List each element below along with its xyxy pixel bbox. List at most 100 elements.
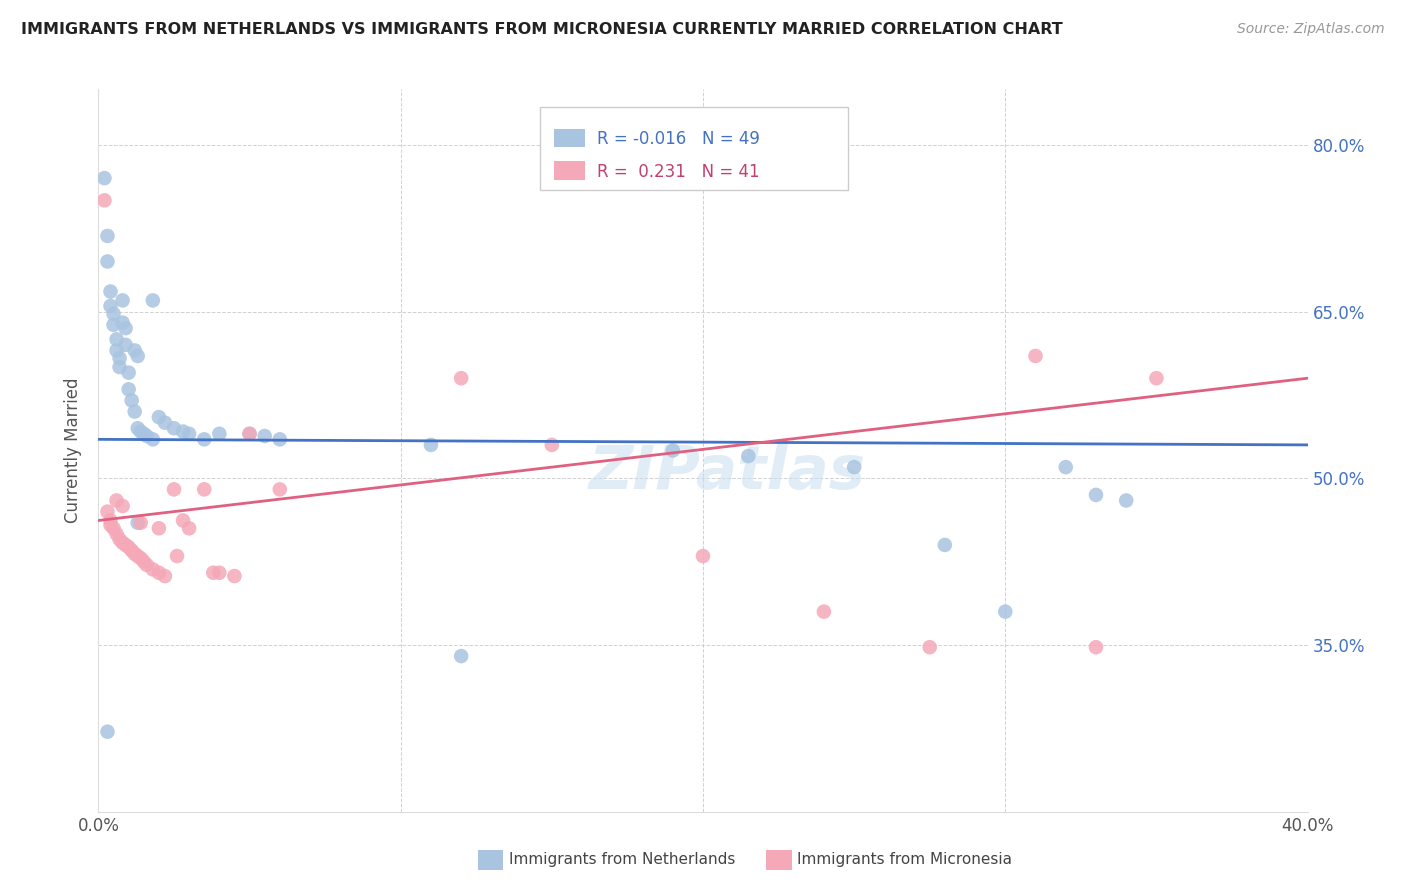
Point <box>1085 640 1108 655</box>
Point <box>105 343 128 358</box>
Point <box>124 343 146 358</box>
Point <box>934 538 956 552</box>
Point <box>121 543 143 558</box>
Point <box>179 426 201 441</box>
Point <box>172 425 194 439</box>
Point <box>224 569 246 583</box>
Point <box>100 285 122 299</box>
Point <box>96 505 118 519</box>
Y-axis label: Currently Married: Currently Married <box>65 377 83 524</box>
Point <box>166 549 188 563</box>
Point <box>127 349 149 363</box>
Point <box>103 318 125 332</box>
Point <box>142 562 165 576</box>
Point <box>118 366 141 380</box>
Point <box>1115 493 1137 508</box>
Text: R =  0.231   N = 41: R = 0.231 N = 41 <box>596 163 759 181</box>
Point <box>269 483 291 497</box>
Point <box>163 483 186 497</box>
Point <box>103 521 125 535</box>
Point <box>114 338 136 352</box>
Point <box>208 566 231 580</box>
Point <box>108 360 131 375</box>
Point <box>96 228 118 243</box>
Point <box>148 410 170 425</box>
Point <box>111 293 134 308</box>
Point <box>127 516 149 530</box>
Point <box>1144 371 1167 385</box>
Point <box>121 393 143 408</box>
Point <box>193 483 215 497</box>
Point <box>100 514 122 528</box>
Point <box>105 493 128 508</box>
FancyBboxPatch shape <box>540 107 848 190</box>
Text: ZIPatlas: ZIPatlas <box>589 442 866 501</box>
Point <box>127 549 149 563</box>
Point <box>142 293 165 308</box>
Point <box>1085 488 1108 502</box>
Point <box>114 321 136 335</box>
Point <box>93 171 115 186</box>
Point <box>1054 460 1077 475</box>
Point <box>111 535 134 549</box>
Point <box>103 307 125 321</box>
Point <box>269 433 291 447</box>
Text: IMMIGRANTS FROM NETHERLANDS VS IMMIGRANTS FROM MICRONESIA CURRENTLY MARRIED CORR: IMMIGRANTS FROM NETHERLANDS VS IMMIGRANT… <box>21 22 1063 37</box>
Point <box>118 382 141 396</box>
Point <box>142 433 165 447</box>
FancyBboxPatch shape <box>554 129 585 147</box>
Point <box>132 426 155 441</box>
Point <box>918 640 941 655</box>
Point <box>127 421 149 435</box>
Point <box>96 254 118 268</box>
Text: Source: ZipAtlas.com: Source: ZipAtlas.com <box>1237 22 1385 37</box>
Point <box>118 540 141 554</box>
Point <box>105 332 128 346</box>
Point <box>450 649 472 664</box>
Text: R = -0.016   N = 49: R = -0.016 N = 49 <box>596 130 759 148</box>
Point <box>202 566 225 580</box>
Point <box>148 566 170 580</box>
Point <box>163 421 186 435</box>
Point <box>994 605 1017 619</box>
Point <box>111 316 134 330</box>
Point <box>239 426 262 441</box>
FancyBboxPatch shape <box>554 161 585 179</box>
Point <box>108 533 131 547</box>
Point <box>172 514 194 528</box>
Point <box>813 605 835 619</box>
Point <box>100 299 122 313</box>
Point <box>93 194 115 208</box>
Point <box>239 426 262 441</box>
Point <box>844 460 866 475</box>
Point <box>96 724 118 739</box>
Point <box>135 429 157 443</box>
Point <box>108 351 131 366</box>
Point <box>100 517 122 532</box>
Point <box>193 433 215 447</box>
Point <box>129 516 152 530</box>
Point <box>135 558 157 572</box>
Point <box>129 425 152 439</box>
Point <box>737 449 759 463</box>
Point <box>129 551 152 566</box>
Point <box>253 429 276 443</box>
Text: Immigrants from Micronesia: Immigrants from Micronesia <box>797 853 1012 867</box>
Point <box>105 526 128 541</box>
Point <box>661 443 683 458</box>
Point <box>1024 349 1046 363</box>
Point <box>124 404 146 418</box>
Text: Immigrants from Netherlands: Immigrants from Netherlands <box>509 853 735 867</box>
Point <box>692 549 714 563</box>
Point <box>132 555 155 569</box>
Point <box>540 438 562 452</box>
Point <box>179 521 201 535</box>
Point <box>148 521 170 535</box>
Point <box>111 499 134 513</box>
Point <box>208 426 231 441</box>
Point <box>420 438 443 452</box>
Point <box>153 569 176 583</box>
Point <box>114 538 136 552</box>
Point <box>124 547 146 561</box>
Point <box>450 371 472 385</box>
